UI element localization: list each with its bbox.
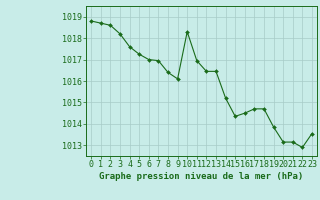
X-axis label: Graphe pression niveau de la mer (hPa): Graphe pression niveau de la mer (hPa) — [100, 172, 304, 181]
